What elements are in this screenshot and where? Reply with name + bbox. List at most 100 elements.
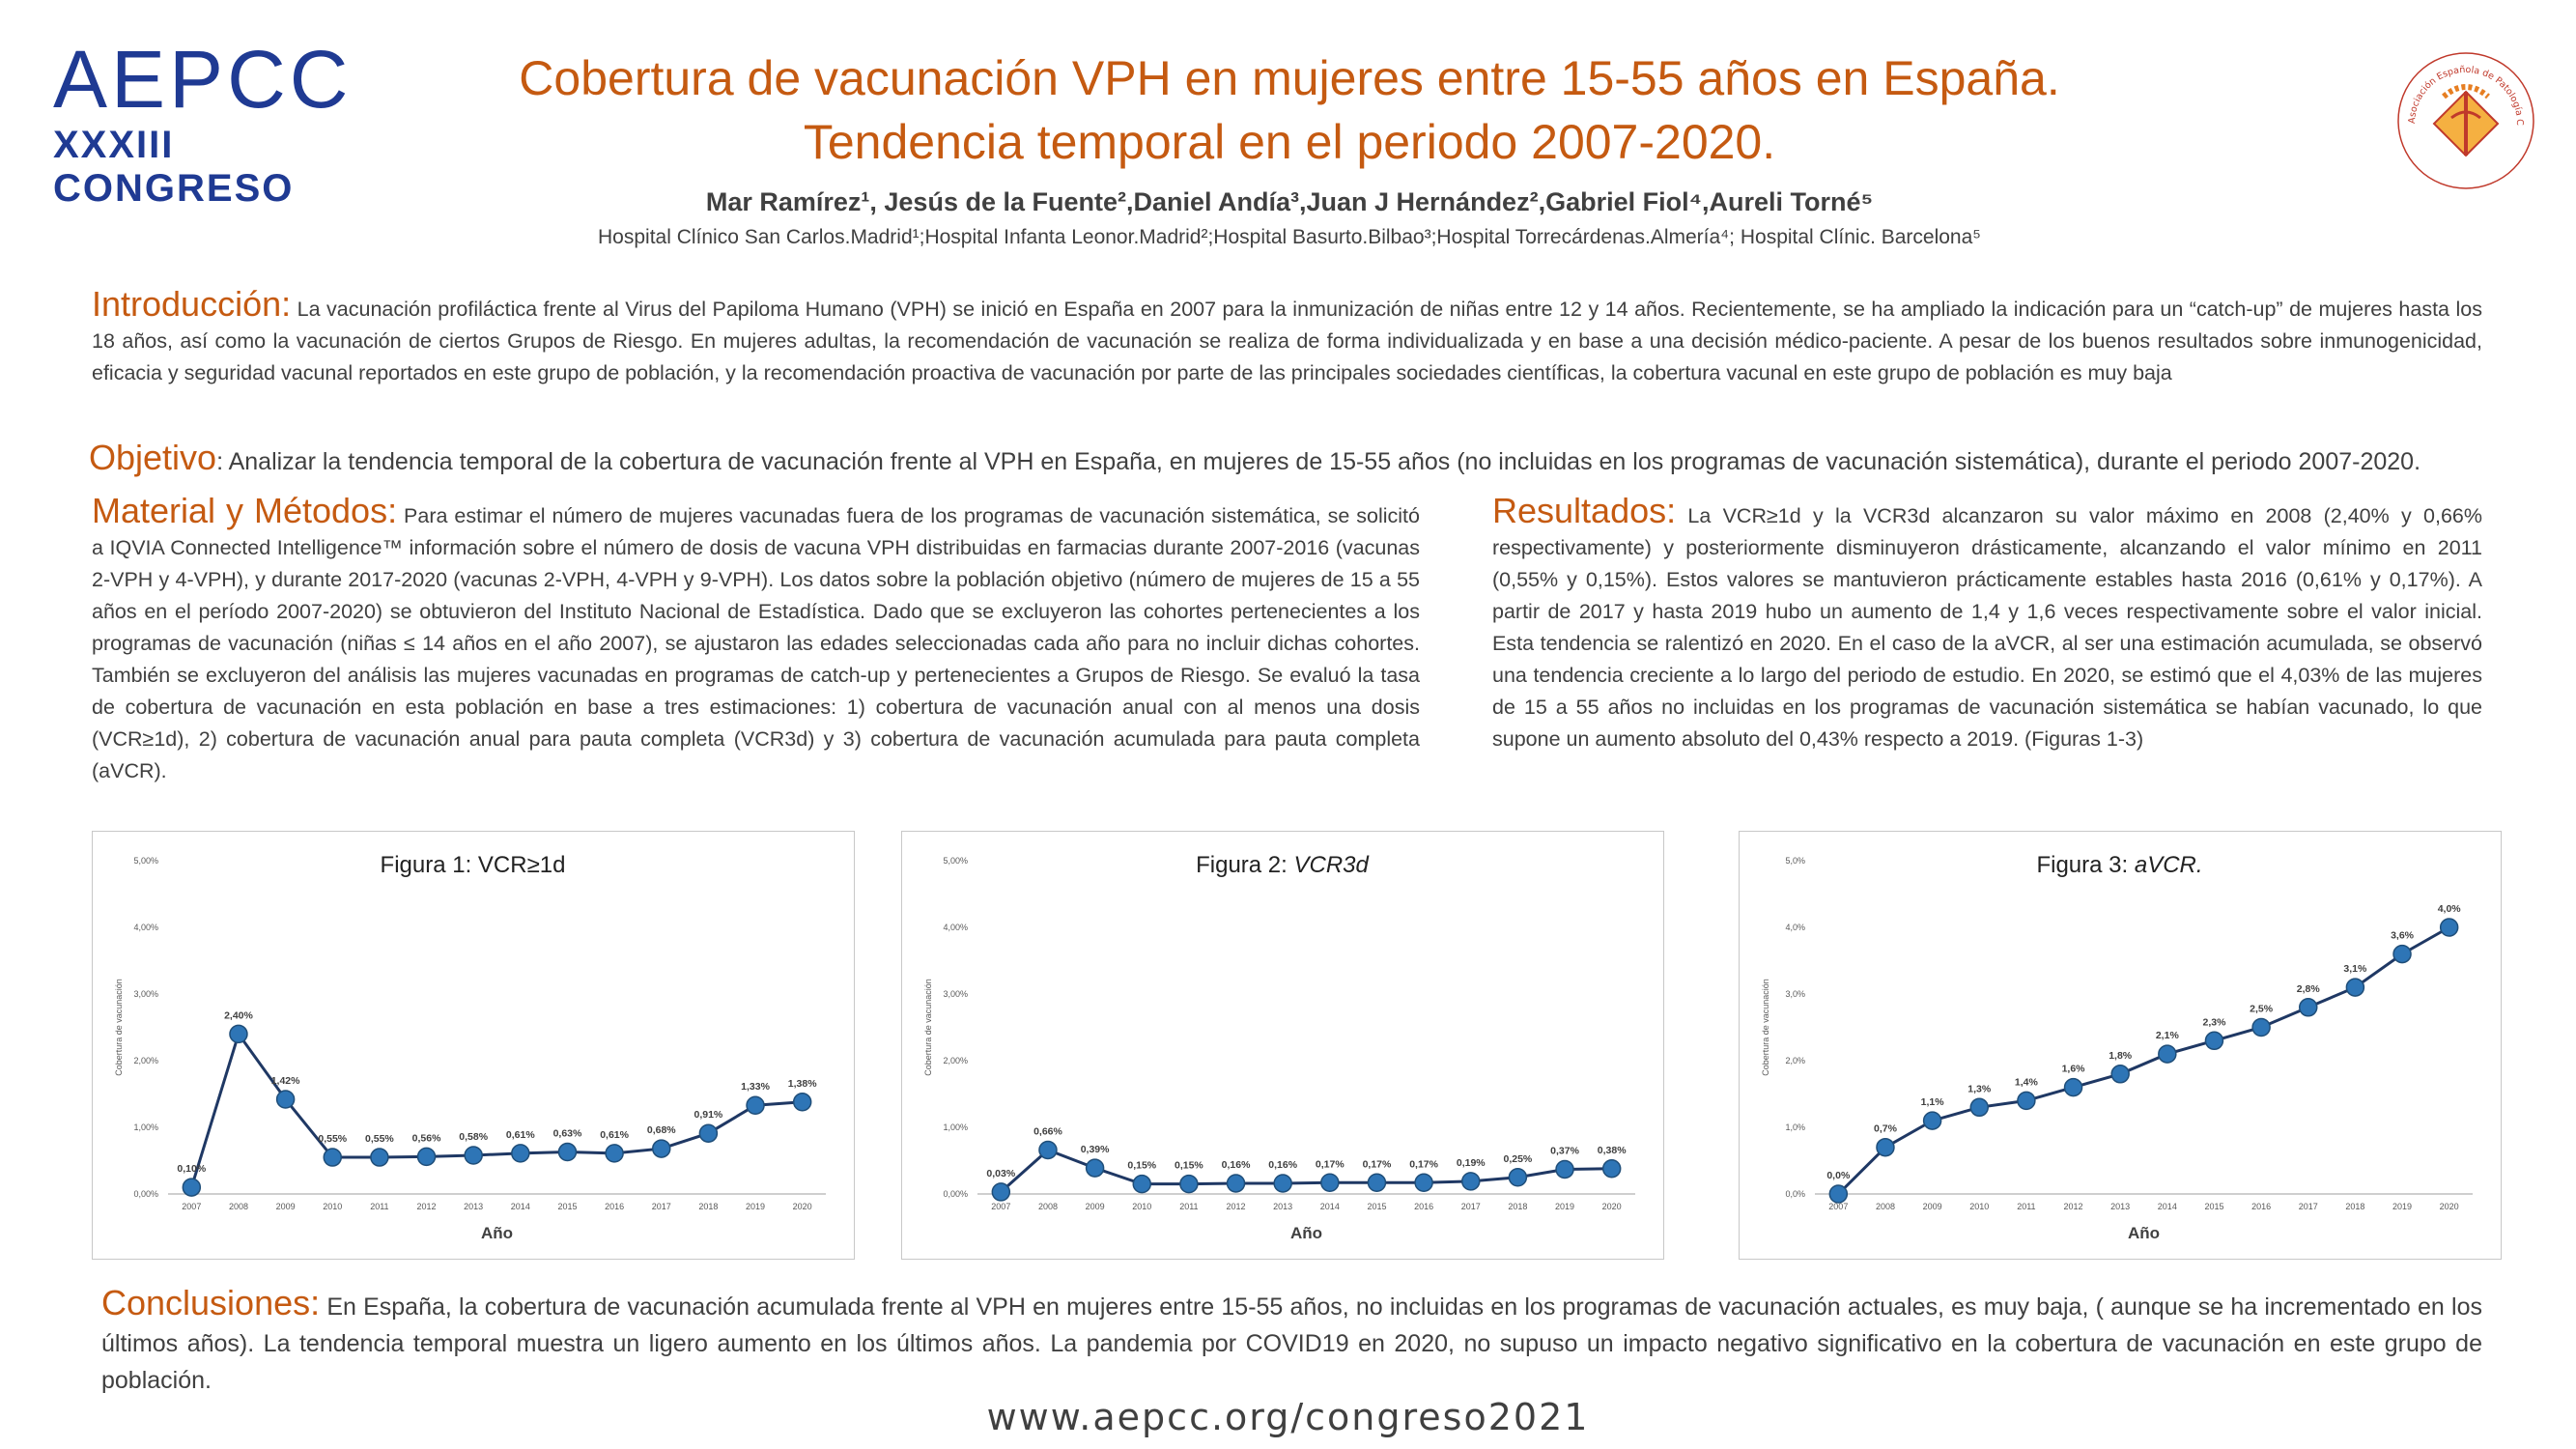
data-label: 0,16%	[1222, 1159, 1251, 1171]
x-tick-label: 2014	[2158, 1202, 2177, 1211]
data-label: 1,8%	[2109, 1050, 2133, 1062]
chart-title-1: Figura 1: VCR≥1d	[381, 852, 566, 878]
data-label: 0,17%	[1363, 1158, 1392, 1170]
data-label: 0,0%	[1826, 1170, 1851, 1181]
data-point	[1508, 1168, 1528, 1187]
data-label: 0,39%	[1081, 1144, 1110, 1155]
data-point	[1320, 1173, 1340, 1193]
data-label: 1,3%	[1967, 1083, 1992, 1094]
data-label: 3,1%	[2343, 963, 2367, 975]
poster-title: Cobertura de vacunación VPH en mujeres e…	[444, 46, 2135, 174]
y-tick-label: 5,0%	[1785, 856, 1805, 866]
y-tick-label: 4,00%	[943, 923, 968, 932]
figure-2-chart: Figura 2: VCR3d 0,00% 1,00% 2,00% 3,00% 4,00%…	[901, 831, 1664, 1260]
data-label: 0,10%	[177, 1163, 206, 1175]
y-tick-label: 0,0%	[1785, 1189, 1805, 1199]
x-tick-label: 2007	[991, 1202, 1010, 1211]
y-tick-label: 0,00%	[943, 1189, 968, 1199]
x-tick-label: 2014	[511, 1202, 530, 1211]
data-label: 0,15%	[1175, 1160, 1203, 1172]
y-tick-label: 4,00%	[133, 923, 158, 932]
y-tick-label: 1,00%	[133, 1122, 158, 1132]
intro-title: Introducción:	[92, 284, 292, 324]
data-point	[1922, 1111, 1942, 1130]
data-label: 2,40%	[224, 1009, 253, 1021]
data-point	[792, 1093, 812, 1112]
data-label: 0,15%	[1127, 1160, 1156, 1172]
footer-url[interactable]: www.aepcc.org/congreso2021	[986, 1396, 1590, 1438]
data-point	[370, 1148, 389, 1167]
objetivo-text: : Analizar la tendencia temporal de la c…	[216, 448, 2421, 475]
x-tick-label: 2016	[1414, 1202, 1433, 1211]
chart-title-3: Figura 3: aVCR.	[2036, 852, 2202, 878]
data-point	[746, 1095, 765, 1115]
data-label: 2,5%	[2250, 1004, 2274, 1015]
x-tick-label: 2017	[2299, 1202, 2318, 1211]
authors: Mar Ramírez¹, Jesús de la Fuente²,Daniel…	[705, 187, 1874, 216]
y-axis-label: Cobertura de vacunación	[923, 979, 933, 1076]
y-tick-label: 1,00%	[943, 1122, 968, 1132]
data-point	[557, 1142, 578, 1162]
x-tick-label: 2009	[276, 1202, 296, 1211]
data-point	[698, 1123, 719, 1143]
resultados-text: La VCR≥1d y la VCR3d alcanzaron su valor…	[1492, 504, 2483, 751]
x-tick-label: 2014	[1320, 1202, 1340, 1211]
intro-section: Introducción: La vacunación profiláctica…	[92, 287, 2482, 389]
x-axis-label: Año	[2128, 1224, 2160, 1242]
data-point	[2063, 1077, 2083, 1097]
x-tick-label: 2020	[1602, 1202, 1622, 1211]
data-label: 0,03%	[986, 1168, 1015, 1179]
y-tick-label: 2,00%	[133, 1056, 158, 1065]
data-label: 0,66%	[1033, 1125, 1062, 1137]
x-tick-label: 2020	[793, 1202, 812, 1211]
y-tick-label: 1,0%	[1785, 1122, 1805, 1132]
x-tick-label: 2012	[1227, 1202, 1246, 1211]
x-tick-label: 2018	[698, 1202, 718, 1211]
data-label: 0,16%	[1268, 1159, 1297, 1171]
data-point	[323, 1148, 342, 1167]
x-tick-label: 2015	[1367, 1202, 1386, 1211]
data-point	[275, 1090, 296, 1109]
data-label: 1,1%	[1921, 1096, 1945, 1108]
data-point	[1273, 1174, 1292, 1193]
x-tick-label: 2015	[557, 1202, 577, 1211]
data-point	[1828, 1184, 1849, 1204]
objetivo-title: Objetivo	[89, 438, 217, 477]
x-axis-label: Año	[481, 1224, 513, 1242]
data-point	[991, 1182, 1011, 1202]
data-point	[2017, 1091, 2036, 1111]
chart-title-2: Figura 2: VCR3d	[1196, 852, 1369, 878]
data-point	[652, 1139, 671, 1158]
y-tick-label: 0,00%	[133, 1189, 158, 1199]
data-label: 4,0%	[2438, 903, 2462, 915]
aepcc-logo: AEPCC XXXIII CONGRESO	[53, 39, 420, 211]
resultados-section: Resultados: La VCR≥1d y la VCR3d alcanza…	[1492, 494, 2483, 755]
data-label: 0,58%	[459, 1131, 488, 1143]
x-tick-label: 2011	[370, 1202, 388, 1211]
data-point	[2392, 944, 2412, 964]
resultados-title: Resultados:	[1492, 491, 1677, 530]
material-title: Material y Métodos:	[92, 491, 398, 530]
data-point	[605, 1144, 624, 1163]
data-label: 2,1%	[2156, 1030, 2180, 1041]
data-label: 0,56%	[412, 1132, 441, 1144]
conclusiones-text: En España, la cobertura de vacunación ac…	[101, 1293, 2482, 1394]
data-label: 0,63%	[553, 1128, 582, 1140]
x-tick-label: 2020	[2440, 1202, 2459, 1211]
x-tick-label: 2012	[417, 1202, 437, 1211]
y-axis-label: Cobertura de vacunación	[1761, 979, 1770, 1076]
data-label: 0,61%	[506, 1129, 535, 1141]
data-point	[2439, 918, 2459, 937]
y-tick-label: 4,0%	[1785, 923, 1805, 932]
x-tick-label: 2015	[2204, 1202, 2223, 1211]
title-line-1: Cobertura de vacunación VPH en mujeres e…	[519, 51, 2060, 105]
data-label: 0,19%	[1457, 1157, 1486, 1169]
data-point	[2110, 1065, 2130, 1084]
x-tick-label: 2010	[1969, 1202, 1989, 1211]
logo-subtitle: XXXIII CONGRESO	[53, 124, 295, 210]
data-label: 0,91%	[694, 1109, 723, 1121]
data-point	[1038, 1140, 1058, 1160]
data-point	[2251, 1017, 2271, 1037]
x-tick-label: 2011	[1179, 1202, 1198, 1211]
figure-3-chart: Figura 3: aVCR. 0,0% 1,0% 2,0% 3,0% 4,0% 5,0% C…	[1739, 831, 2502, 1260]
